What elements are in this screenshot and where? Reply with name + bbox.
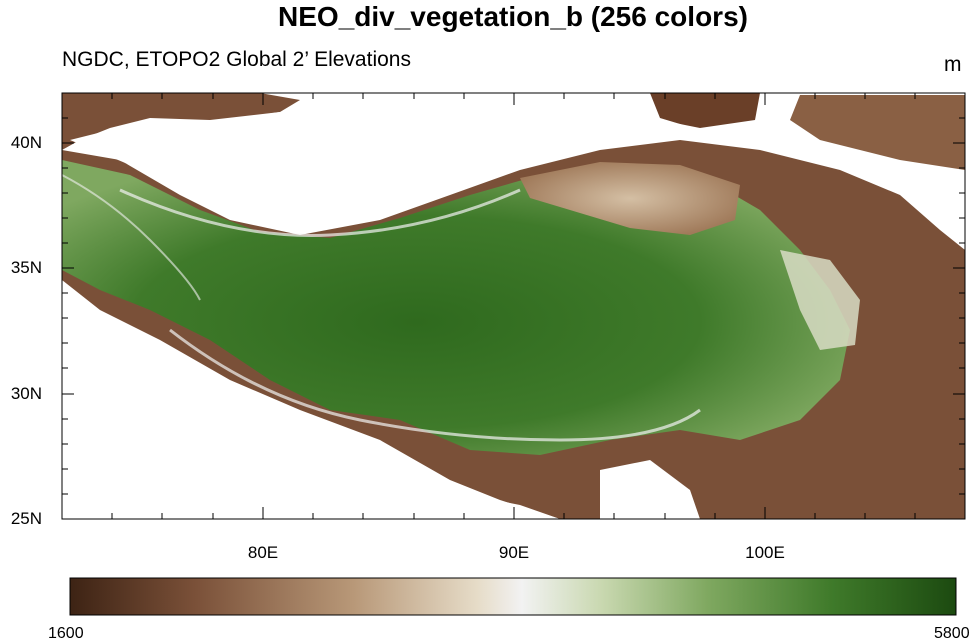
lat-label-40n: 40N: [10, 133, 42, 152]
karakoram-ridge: [62, 174, 201, 301]
himalaya-ridge: [169, 328, 701, 442]
lat-ticks: [62, 117, 965, 520]
east-light-highlands: [780, 250, 860, 350]
tarim-basin-mask: [70, 106, 600, 228]
north-mask: [300, 93, 820, 150]
colorbar-min-label: 1600: [48, 625, 84, 642]
kunlun-ridge: [119, 188, 521, 237]
south-lowland-mask: [62, 330, 560, 519]
qaidam-basin: [520, 162, 740, 235]
lon-label-80e: 80E: [247, 543, 279, 562]
southeast-mask: [600, 460, 700, 519]
lon-label-100e: 100E: [745, 543, 785, 562]
north-highland-brown: [650, 93, 760, 128]
units-label: m: [944, 53, 962, 76]
lon-label-90e: 90E: [498, 543, 530, 562]
lat-label-30n: 30N: [10, 384, 42, 403]
east-highland-brown: [790, 95, 965, 170]
lon-ticks: [111, 93, 916, 519]
plateau-green: [62, 160, 850, 455]
plot-subtitle: NGDC, ETOPO2 Global 2’ Elevations: [62, 48, 411, 71]
colorbar: [69, 577, 957, 616]
lat-label-35n: 35N: [10, 258, 42, 277]
lat-label-25n: 25N: [10, 509, 42, 528]
elevation-map: [62, 93, 965, 519]
colorbar-max-label: 5800: [934, 625, 970, 642]
plot-title: NEO_div_vegetation_b (256 colors): [278, 1, 748, 32]
